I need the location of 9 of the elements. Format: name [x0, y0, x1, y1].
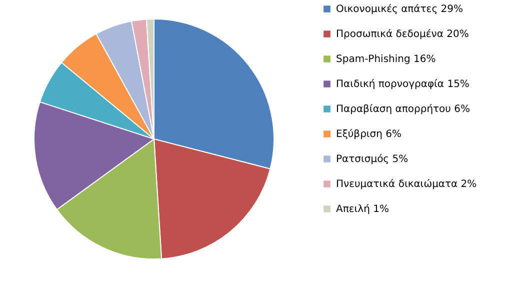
- legend-label: Προσωπικά δεδομένα 20%: [336, 29, 469, 40]
- legend-label: Παραβίαση απορρήτου 6%: [336, 104, 470, 115]
- legend-label: Παιδική πορνογραφία 15%: [336, 79, 470, 90]
- legend-label: Spam-Phishing 16%: [336, 54, 436, 65]
- legend-label: Πνευματικά δικαιώματα 2%: [336, 179, 477, 190]
- legend-label: Ρατσισμός 5%: [336, 154, 408, 165]
- legend-label: Απειλή 1%: [336, 204, 389, 215]
- legend-label: Οικονομικές απάτες 29%: [336, 4, 463, 15]
- legend-label: Εξύβριση 6%: [336, 129, 402, 140]
